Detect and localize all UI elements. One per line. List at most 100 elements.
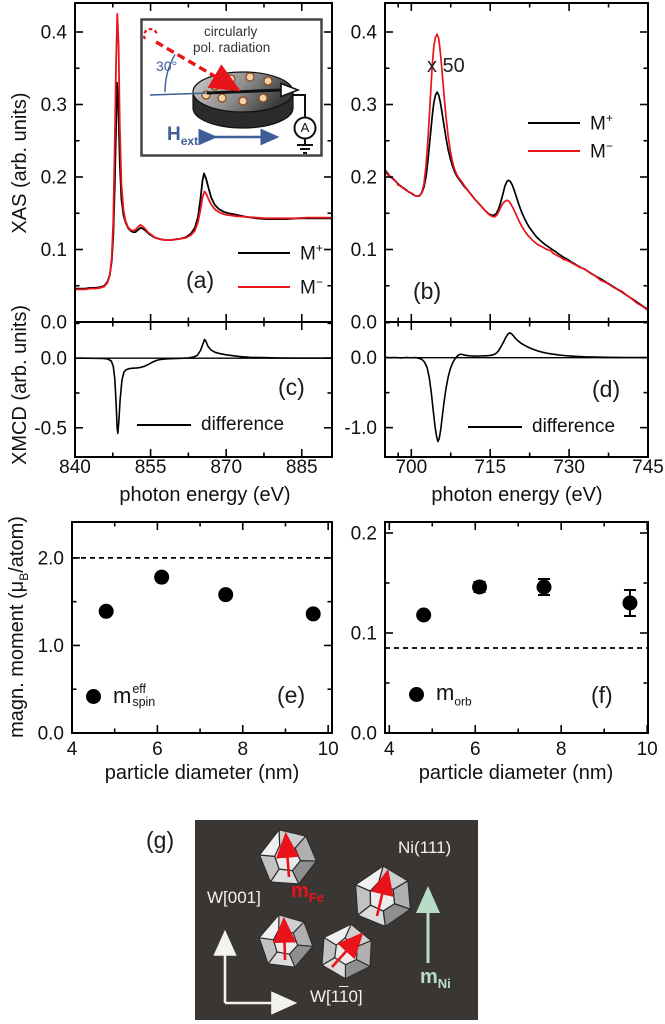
panel-label-f: (f) [591, 682, 613, 708]
legend-b-mplus: M+ [528, 111, 613, 135]
y-tick-label: 0.0 [351, 724, 377, 745]
w001-label: W[001] [207, 888, 261, 907]
xray-beam-arrow [155, 40, 241, 92]
mfe-label: mFe [291, 880, 324, 905]
nanoparticle-orientation-schematic [195, 820, 478, 1020]
polarization-curl-icon [142, 27, 159, 40]
legend-line-red [528, 150, 580, 153]
inset-caption-line2: pol. radiation [193, 40, 271, 55]
y-tick-label: 0.0 [351, 348, 377, 369]
schematic-background [195, 820, 478, 1020]
legend-line-red [238, 286, 290, 289]
data-point [536, 579, 552, 595]
magnetization-arrow-icon [254, 82, 301, 98]
series-M- [75, 12, 332, 291]
y-tick-label: 1.0 [38, 636, 64, 657]
crystal-axes-icon [213, 929, 298, 1015]
series-difference [385, 331, 648, 443]
y-tick-label: 0.3 [351, 95, 377, 116]
x-axis-title-photon-right: photon energy (eV) [431, 484, 603, 506]
ammeter-label: A [300, 120, 310, 135]
x-tick-label: 8 [237, 739, 248, 760]
y-axis-title-xas: XAS (arb. units) [9, 92, 31, 234]
legend-b-mminus: M− [528, 139, 613, 163]
x-tick-label: 8 [556, 739, 567, 760]
x-tick-label: 4 [384, 739, 395, 760]
y-tick-label: 0.4 [41, 23, 68, 44]
x-tick-label: 885 [286, 457, 318, 478]
legend-d-difference: difference [468, 416, 615, 438]
data-point [305, 606, 321, 622]
x-tick-label: 6 [470, 739, 481, 760]
ni111-label: Ni(111) [398, 838, 452, 857]
field-axis-line [206, 89, 259, 95]
x-tick-label: 10 [637, 739, 658, 760]
legend-a-mminus: M− [238, 275, 323, 299]
x-tick-label: 745 [632, 457, 664, 478]
y-tick-label: 0.2 [41, 168, 67, 189]
inset-caption-line1: circularly [204, 24, 258, 39]
y-tick-label: 0.1 [351, 624, 377, 645]
axes-frame [384, 521, 649, 734]
series-M- [385, 33, 648, 312]
y-tick-label: -0.5 [34, 418, 67, 439]
x-tick-label: 855 [135, 457, 167, 478]
x-tick-label: 10 [318, 739, 339, 760]
axes-frame [384, 321, 649, 458]
wire [293, 94, 306, 118]
y-tick-label: 0.1 [351, 240, 377, 261]
w110-label: W[110] [310, 987, 363, 1006]
panel-label-e: (e) [277, 682, 306, 708]
data-point [472, 579, 488, 595]
data-point [154, 569, 170, 585]
x-axis-title-photon-left: photon energy (eV) [119, 484, 291, 506]
panel-label-g: (g) [146, 827, 175, 853]
angle-label: 30° [156, 58, 178, 74]
y-axis-title-xmcd: XMCD (arb. units) [9, 304, 31, 466]
y-tick-label: 0.0 [41, 313, 67, 334]
legend-e-mspin: m eff spin [86, 682, 155, 709]
axes-frame [74, 321, 333, 458]
data-point [98, 603, 114, 619]
x-axis-title-diameter-right: particle diameter (nm) [418, 762, 614, 784]
y-tick-label: 0.2 [351, 524, 377, 545]
panel-e: 4 6 8 10 0.0 1.0 2.0 [38, 521, 339, 760]
y-tick-label: 0.1 [41, 240, 67, 261]
experiment-schematic-inset [140, 18, 323, 157]
y-tick-label: 2.0 [38, 548, 64, 569]
x-tick-label: 870 [210, 457, 242, 478]
series-difference [75, 338, 332, 435]
y-tick-label: 0.0 [41, 349, 67, 370]
panel-label-d: (d) [592, 376, 621, 402]
hext-label: Hext [167, 124, 199, 148]
y-tick-label: 0.3 [41, 95, 67, 116]
legend-a-mplus: M+ [238, 241, 323, 265]
scale-factor-label: x 50 [427, 55, 465, 77]
panel-d: 700 715 730 745 0.0 -1.0 [344, 321, 664, 478]
panel-b: 0.0 0.1 0.2 0.3 0.4 [351, 2, 649, 334]
y-tick-label: 0.2 [351, 168, 377, 189]
mni-label: mNi [420, 966, 451, 991]
x-tick-label: 715 [474, 457, 506, 478]
panel-label-c: (c) [278, 374, 305, 400]
legend-line-black [468, 426, 522, 428]
marker-dot-icon [409, 686, 424, 702]
x-tick-label: 840 [59, 457, 91, 478]
y-tick-label: 0.0 [351, 313, 377, 334]
y-tick-label: 0.0 [38, 724, 64, 745]
angle-arc [164, 54, 176, 93]
x-tick-label: 4 [67, 739, 78, 760]
legend-line-black [137, 424, 191, 426]
y-tick-label: -1.0 [344, 418, 377, 439]
ground-icon [297, 138, 313, 154]
mfe-moment-arrows [272, 831, 394, 968]
data-point [416, 607, 432, 623]
axes-frame [71, 521, 333, 734]
marker-dot-icon [86, 688, 101, 704]
x-tick-label: 700 [395, 457, 427, 478]
panel-c: 840 855 870 885 0.0 -0.5 [34, 321, 333, 478]
x-axis-title-diameter-left: particle diameter (nm) [104, 762, 300, 784]
y-axis-title-moment: magn. moment (μB/atom) [6, 516, 31, 738]
